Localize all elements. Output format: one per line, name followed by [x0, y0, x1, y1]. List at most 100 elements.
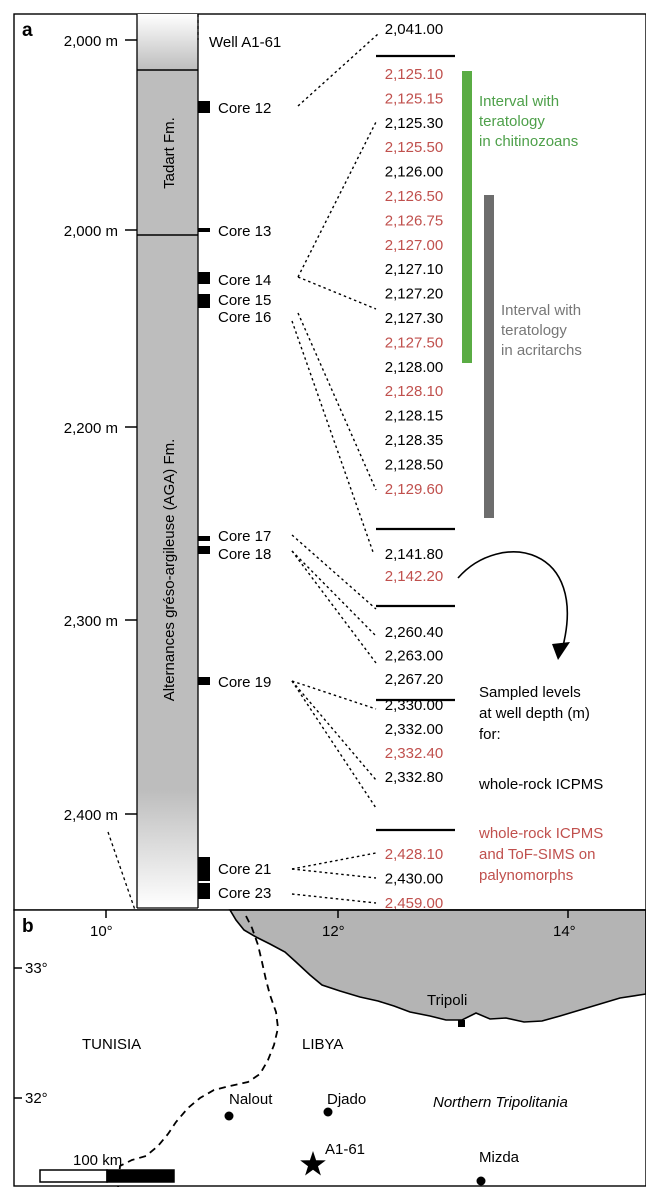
town-marker-icon — [323, 1107, 333, 1117]
interval-label-line: Interval with — [501, 302, 581, 319]
interval-label-line: in acritarchs — [501, 342, 582, 359]
panel-b: b 10° 12° 14° 33° 32° TUNISIA LIBYA Trip… — [13, 909, 646, 1187]
tunisia-libya-border — [117, 915, 279, 1187]
depth-label: 2,000 m — [64, 33, 118, 50]
core-label: Core 13 — [218, 223, 271, 240]
well-star-icon — [300, 1151, 326, 1176]
core-label: Core 17 — [218, 528, 271, 545]
sample-depth-value: 2,330.00 — [385, 697, 443, 714]
town-marker-icon — [458, 1020, 465, 1027]
curved-arrow — [457, 551, 569, 651]
core-marker — [198, 228, 210, 232]
town-marker-icon — [224, 1111, 234, 1121]
interval-label-line: Interval with — [479, 93, 559, 110]
sample-depth-value: 2,332.00 — [385, 721, 443, 738]
panel-a: a 2,000 m 2,000 m 2,200 m 2,300 m 2,400 … — [13, 13, 646, 912]
place-label: Tripoli — [427, 992, 467, 1009]
sample-depth-value: 2,428.10 — [385, 846, 443, 863]
sample-depth-value: 2,459.00 — [385, 895, 443, 912]
sample-depth-value: 2,332.80 — [385, 769, 443, 786]
core-label: Core 18 — [218, 546, 271, 563]
place-label: Mizda — [479, 1149, 520, 1166]
sample-depth-value: 2,125.10 — [385, 66, 443, 83]
sample-depth-value: 2,126.75 — [385, 212, 443, 229]
legend-title-line: Sampled levels — [479, 684, 581, 701]
legend-red-label: and ToF-SIMS on — [479, 846, 595, 863]
sample-depth-value: 2,128.10 — [385, 383, 443, 400]
sample-values: 2,041.00 2,125.10 2,125.15 2,125.30 2,125.50… — [385, 21, 443, 912]
sample-depth-value: 2,260.40 — [385, 624, 443, 641]
sample-depth-value: 2,332.40 — [385, 745, 443, 762]
depth-label: 2,300 m — [64, 613, 118, 630]
core-label: Core 12 — [218, 100, 271, 117]
core-label: Core 21 — [218, 861, 271, 878]
core-marker — [198, 101, 210, 113]
core-label: Core 14 — [218, 272, 271, 289]
sample-depth-value: 2,263.00 — [385, 648, 443, 665]
core-label: Core 19 — [218, 674, 271, 691]
longitude-label: 10° — [90, 923, 113, 940]
core-marker — [198, 883, 210, 899]
sample-depth-value: 2,125.30 — [385, 115, 443, 132]
interval-label-line: in chitinozoans — [479, 133, 578, 150]
core-markers — [198, 101, 210, 899]
country-label: LIBYA — [302, 1036, 343, 1053]
scale-bar-label: 100 km — [73, 1152, 122, 1169]
sample-depth-value: 2,126.50 — [385, 188, 443, 205]
place-label: Nalout — [229, 1091, 273, 1108]
well-site-label: A1-61 — [325, 1141, 365, 1158]
chitinozoan-interval-label: Interval with teratology in chitinozoans — [479, 93, 578, 150]
group-separators — [376, 54, 455, 832]
acritarch-interval-label: Interval with teratology in acritarchs — [501, 302, 582, 359]
sample-depth-value: 2,127.30 — [385, 310, 443, 327]
core-label: Core 23 — [218, 885, 271, 902]
sample-depth-value: 2,129.60 — [385, 481, 443, 498]
sample-depth-value: 2,127.00 — [385, 237, 443, 254]
sample-depth-value: 2,125.15 — [385, 90, 443, 107]
sample-depth-value: 2,127.10 — [385, 261, 443, 278]
panel-b-frame — [13, 909, 646, 1187]
formation-label-tadart: Tadart Fm. — [161, 117, 178, 189]
legend: Sampled levels at well depth (m) for: wh… — [478, 684, 603, 884]
sample-depth-value: 2,128.50 — [385, 456, 443, 473]
sample-depth-value: 2,430.00 — [385, 871, 443, 888]
formation-label-aga: Alternances gréso-argileuse (AGA) Fm. — [161, 439, 178, 702]
latitude-label: 33° — [25, 960, 48, 977]
acritarch-interval-bar — [484, 195, 494, 518]
town-marker-icon — [476, 1176, 486, 1186]
longitude-label: 14° — [553, 923, 576, 940]
core-marker — [198, 536, 210, 541]
core-marker — [198, 546, 210, 554]
panel-a-label: a — [22, 20, 33, 41]
sample-depth-value: 2,041.00 — [385, 21, 443, 38]
latitude-label: 32° — [25, 1090, 48, 1107]
sample-depth-value: 2,267.20 — [385, 671, 443, 688]
scale-bar: 100 km — [39, 1152, 175, 1183]
core-label: Core 16 — [218, 309, 271, 326]
sample-depth-value: 2,142.20 — [385, 568, 443, 585]
well-label: Well A1-61 — [209, 34, 281, 51]
chitinozoan-interval-bar — [462, 71, 472, 363]
core-marker — [198, 294, 210, 308]
legend-red-label: whole-rock ICPMS — [478, 825, 603, 842]
sample-depth-value: 2,141.80 — [385, 546, 443, 563]
depth-label: 2,400 m — [64, 807, 118, 824]
sample-depth-value: 2,127.50 — [385, 334, 443, 351]
region-label: Northern Tripolitania — [433, 1094, 568, 1111]
interval-label-line: teratology — [479, 113, 545, 130]
core-marker — [198, 677, 210, 685]
legend-title-line: for: — [479, 726, 501, 743]
depth-label: 2,200 m — [64, 420, 118, 437]
panel-b-label: b — [22, 916, 34, 937]
longitude-label: 12° — [322, 923, 345, 940]
sample-depth-value: 2,127.20 — [385, 286, 443, 303]
core-label: Core 15 — [218, 292, 271, 309]
sample-depth-value: 2,128.35 — [385, 432, 443, 449]
legend-black-label: whole-rock ICPMS — [478, 776, 603, 793]
depth-label: 2,000 m — [64, 223, 118, 240]
sample-depth-value: 2,128.00 — [385, 359, 443, 376]
sample-depth-value: 2,126.00 — [385, 164, 443, 181]
legend-red-label: palynomorphs — [479, 867, 573, 884]
country-label: TUNISIA — [82, 1036, 141, 1053]
